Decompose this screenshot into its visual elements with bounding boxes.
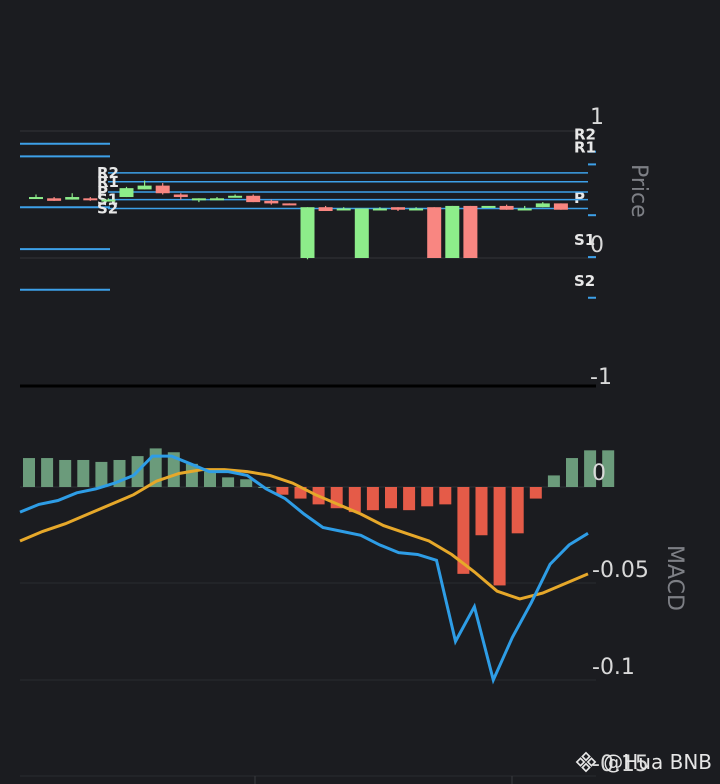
macd-hist-bar: [511, 487, 524, 534]
candle-body: [463, 205, 478, 258]
pivot-label-s2: S2: [574, 272, 595, 290]
macd-hist-bar: [475, 487, 488, 536]
candle-body: [101, 199, 116, 202]
macd-hist-bar: [366, 487, 379, 511]
inner-pivot-label-r1: R1: [97, 173, 119, 191]
macd-hist-bar: [385, 487, 397, 509]
macd-hist-bar: [240, 479, 253, 487]
watermark-text: @Hua BNB: [603, 750, 712, 774]
macd-hist-bar: [95, 461, 108, 487]
macd-hist-bar: [294, 487, 307, 499]
candle-body: [535, 203, 550, 208]
macd-hist-bar: [439, 487, 452, 505]
price-panel-title: Price: [626, 164, 651, 218]
pivot-label-p: P: [574, 189, 585, 207]
macd-panel-title: MACD: [662, 545, 687, 611]
inner-pivot-label-p: P: [97, 183, 108, 201]
candle-body: [336, 208, 351, 211]
price-ytick-0: 0: [590, 233, 604, 258]
price-ytick-1: 1: [590, 105, 604, 130]
candle-body: [409, 208, 424, 211]
price-ytick-neg1: -1: [590, 365, 612, 390]
macd-hist-bar: [348, 487, 361, 513]
pivot-label-r1: R1: [574, 138, 596, 156]
macd-hist-bar: [421, 487, 434, 507]
candle-body: [246, 195, 261, 203]
macd-hist-bar: [149, 448, 162, 487]
macd-ytick-005: -0.05: [592, 558, 649, 583]
candle-body: [517, 208, 532, 211]
macd-hist-bar: [584, 450, 597, 487]
macd-histogram: [23, 448, 615, 586]
candle-body: [372, 208, 387, 211]
inner-pivot-label-s2: S2: [97, 199, 118, 217]
candle-body: [354, 208, 369, 258]
watermark: @Hua BNB: [575, 750, 712, 774]
macd-hist-bar: [529, 487, 542, 499]
macd-hist-bar: [23, 458, 35, 487]
candle-body: [264, 200, 279, 204]
macd-hist-bar: [457, 487, 470, 574]
binance-logo-icon: [575, 751, 597, 773]
candle-body: [427, 207, 442, 258]
macd-hist-bar: [602, 450, 615, 487]
macd-panel: 0 -0.05 -0.1 -0.15 MACD: [19, 448, 687, 784]
candle-body: [553, 203, 568, 210]
macd-hist-bar: [77, 459, 90, 487]
macd-ytick-0: 0: [592, 461, 606, 486]
candles: [29, 180, 568, 260]
candle-body: [119, 188, 134, 198]
candle-body: [137, 185, 152, 190]
candle-body: [65, 197, 80, 200]
candle-body: [300, 207, 315, 258]
signal-line: [19, 468, 589, 601]
candle-body: [481, 205, 496, 208]
macd-ytick-01: -0.1: [592, 655, 635, 680]
macd-ytick-015: -0.15: [592, 752, 649, 777]
candle-body: [282, 203, 297, 206]
candle-body: [47, 198, 62, 201]
macd-hist-bar: [59, 459, 72, 487]
macd-hist-bar: [222, 477, 235, 487]
candle-body: [391, 207, 405, 210]
candle-body: [173, 194, 188, 198]
pivot-label-r2: R2: [574, 126, 596, 144]
macd-hist-bar: [276, 487, 289, 495]
macd-hist-bar: [167, 452, 180, 487]
candle-body: [191, 198, 206, 201]
candle-body: [83, 198, 98, 201]
macd-hist-bar: [403, 487, 416, 511]
candle-body: [228, 195, 243, 198]
inner-pivot-label-r2: R2: [97, 164, 119, 182]
pivot-label-s1: S1: [574, 231, 595, 249]
macd-hist-bar: [566, 458, 578, 487]
candle-body: [445, 205, 460, 258]
candle-body: [499, 205, 514, 210]
macd-hist-bar: [41, 458, 54, 487]
candle-body: [29, 197, 43, 200]
candle-body: [318, 207, 333, 212]
macd-hist-bar: [547, 475, 560, 487]
macd-line: [19, 454, 589, 685]
macd-hist-bar: [493, 487, 506, 586]
macd-hist-bar: [204, 471, 216, 487]
candle-body: [210, 198, 224, 201]
candle-body: [155, 185, 170, 194]
